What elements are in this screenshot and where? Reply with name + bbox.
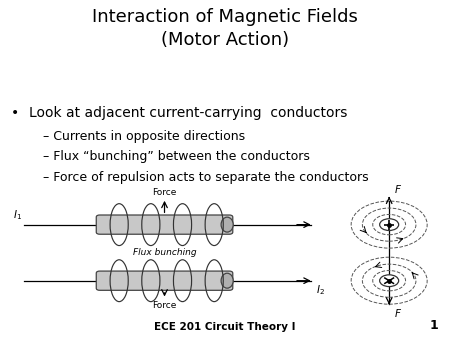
- Text: – Force of repulsion acts to separate the conductors: – Force of repulsion acts to separate th…: [43, 171, 369, 184]
- Text: $I_1$: $I_1$: [13, 208, 22, 222]
- Circle shape: [380, 275, 399, 287]
- Text: Force: Force: [153, 301, 177, 310]
- Text: ECE 201 Circuit Theory I: ECE 201 Circuit Theory I: [154, 322, 296, 332]
- Ellipse shape: [221, 217, 233, 232]
- Text: Look at adjacent current-carrying  conductors: Look at adjacent current-carrying conduc…: [29, 106, 347, 120]
- Text: $I_2$: $I_2$: [316, 283, 324, 297]
- Text: – Flux “bunching” between the conductors: – Flux “bunching” between the conductors: [43, 150, 310, 163]
- Text: Interaction of Magnetic Fields
(Motor Action): Interaction of Magnetic Fields (Motor Ac…: [92, 8, 358, 49]
- FancyBboxPatch shape: [96, 271, 233, 290]
- Text: •: •: [11, 106, 19, 120]
- Circle shape: [380, 219, 399, 231]
- Text: 1: 1: [430, 319, 439, 332]
- Text: – Currents in opposite directions: – Currents in opposite directions: [43, 130, 245, 143]
- FancyBboxPatch shape: [96, 215, 233, 234]
- Text: Flux bunching: Flux bunching: [133, 248, 196, 257]
- Text: $F$: $F$: [394, 183, 402, 195]
- Ellipse shape: [221, 273, 233, 288]
- Text: Force: Force: [153, 188, 177, 197]
- Text: $F$: $F$: [394, 307, 402, 319]
